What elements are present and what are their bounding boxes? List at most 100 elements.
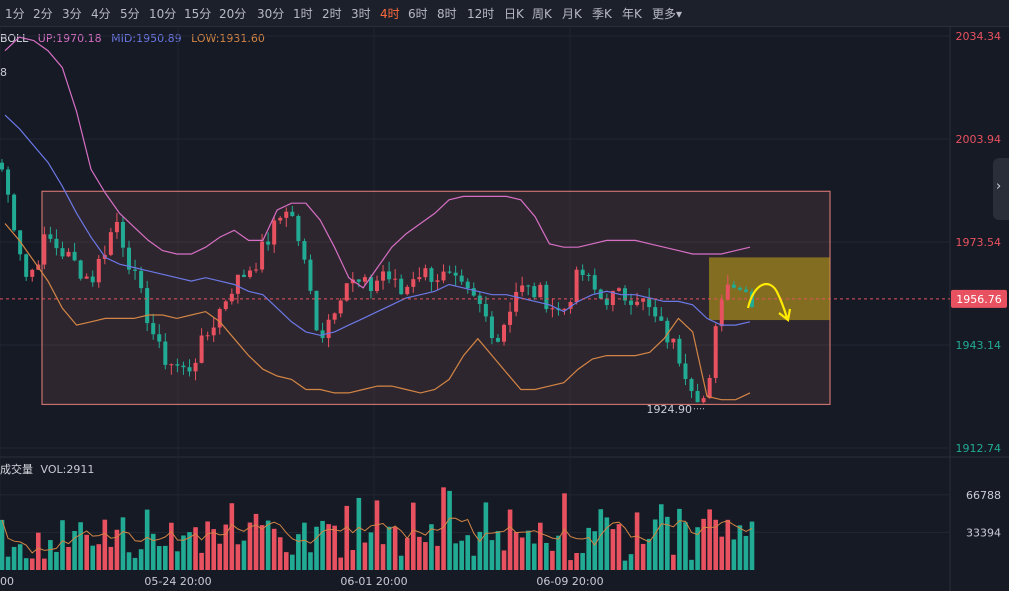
volume-bar [217,543,223,570]
candle-body [489,316,494,338]
candle-body [229,293,234,302]
volume-bar [78,522,83,570]
volume-bar [350,549,356,570]
timeframe-月K[interactable]: 月K [562,7,582,21]
timeframe-季K[interactable]: 季K [592,7,612,21]
timeframe-2分[interactable]: 2分 [33,7,53,21]
volume-bar [181,535,186,570]
volume-bar [604,517,610,570]
volume-title[interactable]: 成交量 [0,463,33,476]
volume-bar [108,546,114,570]
price-tick-label: 1943.14 [956,339,1002,352]
candle-body [175,364,180,366]
volume-bar [259,525,265,570]
timeframe-年K[interactable]: 年K [622,7,642,21]
volume-bar [163,545,168,570]
candle-body [399,278,404,295]
candle-body [193,362,198,372]
candle-body [459,275,464,282]
candle-body [671,338,676,343]
volume-bar [525,530,531,570]
candle-body [750,291,754,307]
expand-panel-button[interactable]: › [993,158,1009,220]
volume-bar [302,522,307,570]
volume-bar [0,519,5,570]
timeframe-4时[interactable]: 4时 [380,7,400,21]
timeframe-8时[interactable]: 8时 [437,7,457,21]
candle-body [665,320,670,343]
timeframe-12时[interactable]: 12时 [467,7,495,21]
price-axis: 2034.34 2003.94 1973.54 1943.14 1912.74 66788… [0,30,1001,588]
volume-bar [616,524,622,570]
candle-body [290,211,295,216]
volume-bar [102,519,108,570]
candle-body [568,302,573,309]
volume-bar [175,551,180,570]
timeframe-3分[interactable]: 3分 [62,7,82,21]
candle-body [641,298,646,302]
volume-bar [568,560,573,570]
candle-body [181,365,186,368]
candle-body [647,298,652,308]
time-axis-label: 00 [0,575,14,588]
timeframe-15分[interactable]: 15分 [184,7,212,21]
candle-body [350,279,355,284]
volume-bar [719,536,725,570]
forecast-arrow [746,282,789,319]
current-price-tag [951,289,1007,308]
candle-body [725,284,730,300]
boll-low-value: LOW:1931.60 [191,32,265,45]
timeframe-日K[interactable]: 日K [504,7,524,21]
bollinger-bands [4,36,751,401]
timeframe-6时[interactable]: 6时 [408,7,428,21]
timeframe-3时[interactable]: 3时 [351,7,371,21]
candle-body [411,279,416,287]
candle-body [48,234,53,239]
volume-bar [271,528,277,570]
candle-body [604,298,609,306]
timeframe-2时[interactable]: 2时 [322,7,342,21]
volume-bar [538,522,543,570]
volume-bar [501,550,507,570]
volume-bar [689,559,694,570]
candle-body [211,327,216,336]
volume-bar [695,527,700,570]
candle-body [6,169,11,195]
candle-body [743,289,748,292]
candle-body [326,319,331,339]
timeframe-20分[interactable]: 20分 [219,7,247,21]
timeframe-30分[interactable]: 30分 [257,7,285,21]
candle-body [205,335,210,337]
volume-bar [23,558,29,570]
boll-indicator-label[interactable]: BOLL [0,32,29,45]
timeframe-周K[interactable]: 周K [532,7,552,21]
boll-middle-line [4,114,751,336]
candle-body [120,222,125,248]
timeframe-1时[interactable]: 1时 [293,7,313,21]
candle-body [302,241,307,260]
candle-body [0,162,4,170]
candle-body [520,285,525,292]
volume-bar [610,529,616,570]
volume-bar [398,555,404,570]
timeframe-10分[interactable]: 10分 [149,7,177,21]
volume-bar [144,509,150,570]
candle-body [338,300,343,314]
volume-bar [429,524,434,570]
volume-bar [671,554,676,570]
candle-body [78,260,83,279]
volume-bar [435,545,440,570]
boll-upper-line [4,36,751,289]
timeframe-5分[interactable]: 5分 [120,7,140,21]
candle-body [653,307,658,317]
candle-body [471,288,476,296]
volume-bar [477,531,483,570]
candle-body [356,279,361,282]
volume-tick-label: 66788 [966,489,1001,502]
volume-bar [743,535,749,570]
timeframe-更多[interactable]: 更多▾ [652,7,683,21]
timeframe-4分[interactable]: 4分 [91,7,111,21]
volume-bar [731,539,737,570]
timeframe-1分[interactable]: 1分 [5,7,25,21]
